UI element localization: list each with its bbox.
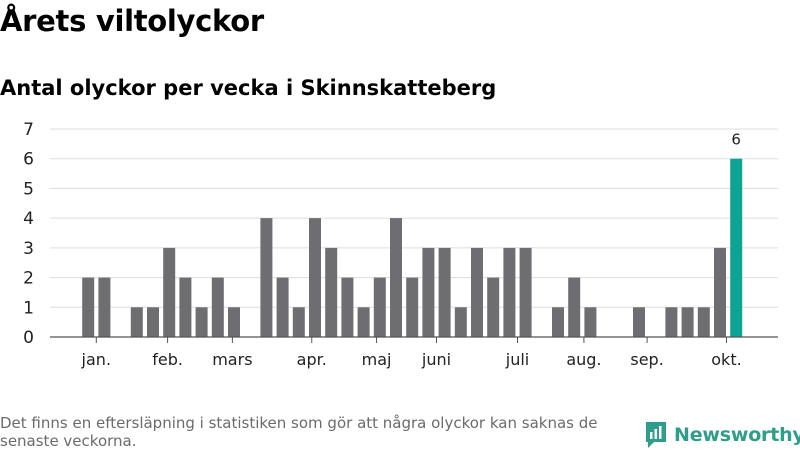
bar xyxy=(584,307,597,337)
bar xyxy=(568,277,581,337)
y-tick-label: 2 xyxy=(23,269,34,289)
y-tick-label: 1 xyxy=(23,298,34,318)
bar xyxy=(195,307,208,337)
x-tick-label: jan. xyxy=(81,350,111,369)
x-tick-label: okt. xyxy=(711,350,741,369)
bar xyxy=(98,277,111,337)
y-tick-label: 0 xyxy=(23,328,34,348)
y-tick-label: 4 xyxy=(23,209,34,229)
bar xyxy=(147,307,159,337)
data-labels: 6 xyxy=(731,131,741,149)
x-tick-label: juni xyxy=(421,350,451,369)
bar xyxy=(130,307,143,337)
x-tick-label: aug. xyxy=(566,350,601,369)
x-tick-label: sep. xyxy=(630,350,663,369)
bar xyxy=(325,247,338,337)
bar xyxy=(438,247,451,337)
bar xyxy=(519,247,532,337)
x-tick-label: maj xyxy=(362,350,392,369)
y-axis-ticks: 0 1 2 3 4 5 6 7 xyxy=(23,120,34,348)
bar xyxy=(714,247,726,337)
chart-subtitle: Antal olyckor per vecka i Skinnskatteber… xyxy=(0,76,497,100)
y-tick-label: 7 xyxy=(23,120,34,140)
highlight-value-label: 6 xyxy=(731,131,741,149)
brand-logo[interactable]: Newsworthy xyxy=(644,420,800,450)
brand-name: Newsworthy xyxy=(674,424,800,446)
x-tick-label: feb. xyxy=(152,350,183,369)
bar xyxy=(503,247,516,337)
x-tick-label: apr. xyxy=(297,350,327,369)
y-tick-label: 6 xyxy=(23,150,34,170)
bar xyxy=(276,277,289,337)
bar xyxy=(681,307,694,337)
bar xyxy=(341,277,354,337)
bar xyxy=(487,277,500,337)
bar xyxy=(422,247,435,337)
bar xyxy=(697,307,710,337)
bar xyxy=(228,307,240,337)
bar-chart: 0 1 2 3 4 5 6 7 jan. feb. mars apr. maj juni juli aug.… xyxy=(23,120,778,369)
chart-title: Årets viltolyckor xyxy=(0,4,264,38)
bar xyxy=(260,218,273,337)
bar xyxy=(357,307,370,337)
bar xyxy=(665,307,678,337)
bar xyxy=(211,277,224,337)
footnote: Det finns en eftersläpning i statistiken… xyxy=(0,414,598,450)
bar xyxy=(163,247,176,337)
x-axis-ticks: jan. feb. mars apr. maj juni juli aug. sep. okt. xyxy=(81,337,742,369)
x-tick-label: juli xyxy=(505,350,529,369)
x-tick-label: mars xyxy=(212,350,252,369)
y-tick-label: 5 xyxy=(23,179,34,199)
bars xyxy=(82,158,743,337)
bar xyxy=(406,277,419,337)
bar xyxy=(471,247,483,337)
newsworthy-logo-icon xyxy=(646,422,666,448)
highlight-bar xyxy=(730,158,743,337)
bar xyxy=(309,218,321,337)
bar xyxy=(292,307,305,337)
bar xyxy=(390,218,402,337)
y-tick-label: 3 xyxy=(23,239,34,259)
bar xyxy=(633,307,645,337)
bar xyxy=(82,277,95,337)
bar xyxy=(373,277,386,337)
bar xyxy=(454,307,467,337)
bar xyxy=(179,277,192,337)
bar xyxy=(552,307,564,337)
